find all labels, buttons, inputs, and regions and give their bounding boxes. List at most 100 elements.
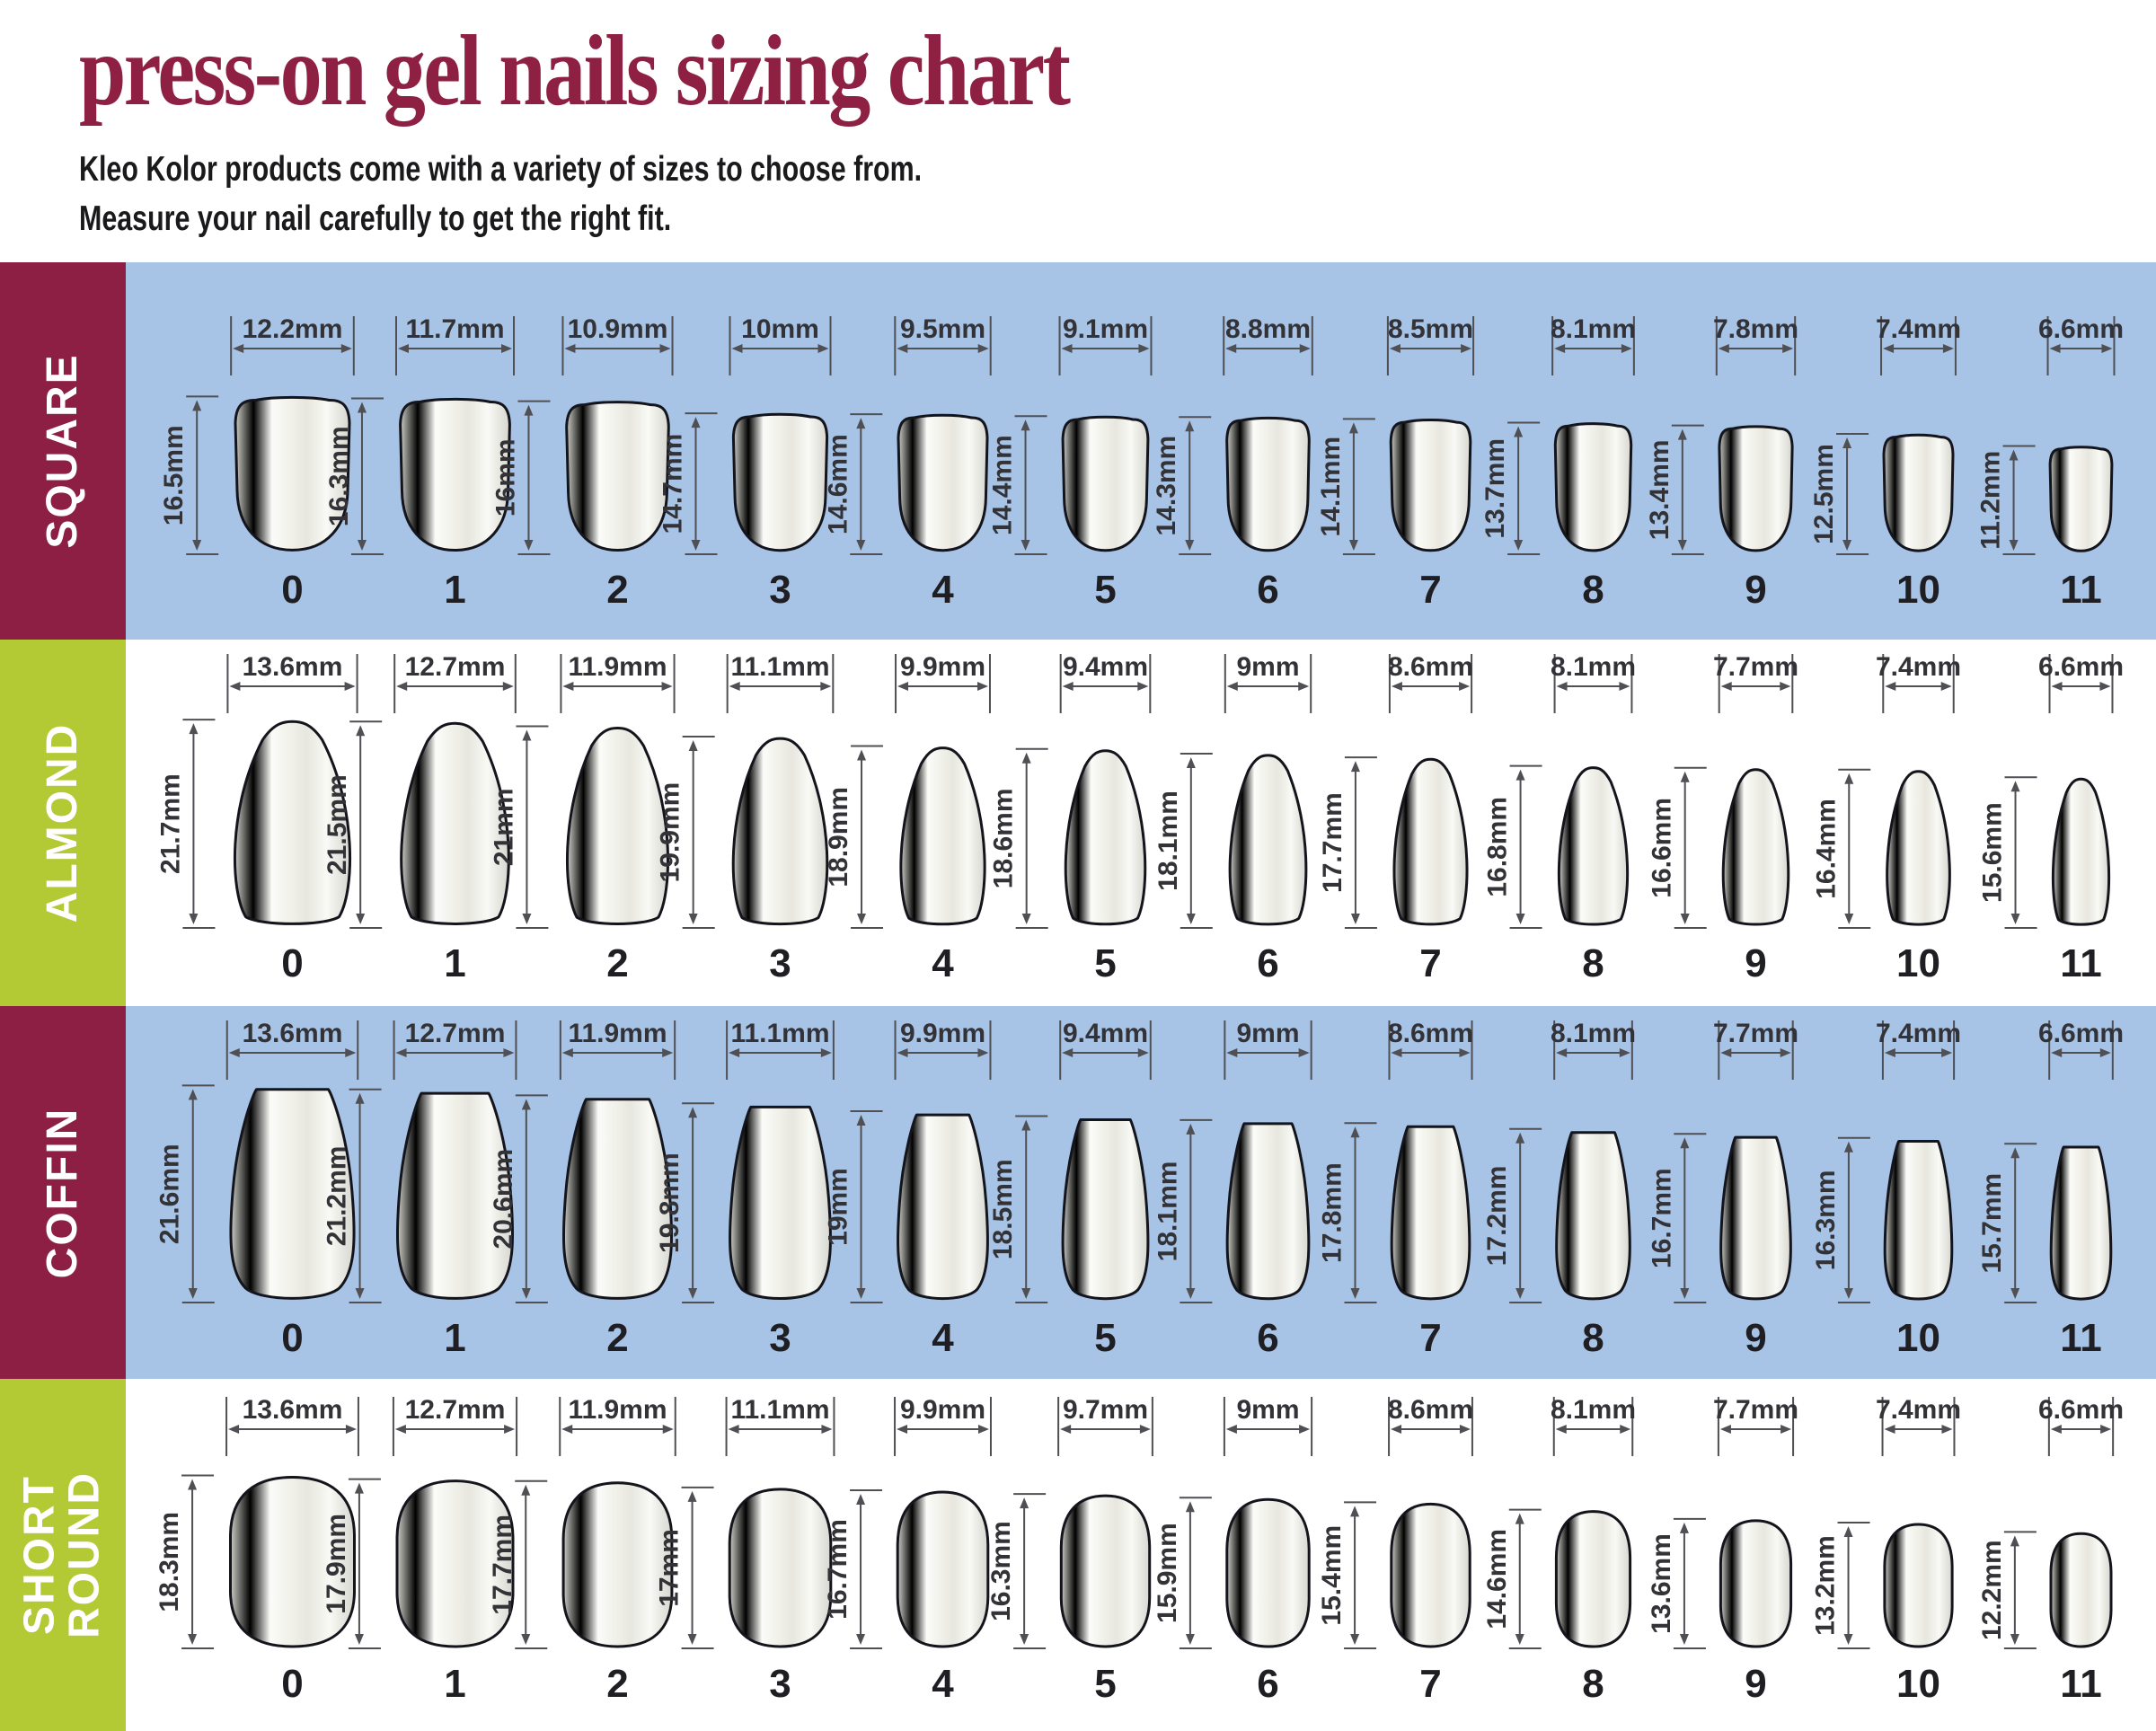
- width-label: 10mm: [741, 314, 819, 344]
- nail-diagram: 12.2mm 16.5mm: [159, 314, 355, 555]
- width-dimension: 13.6mm: [225, 1395, 359, 1456]
- width-label: 8.1mm: [1551, 652, 1636, 682]
- height-label: 14.7mm: [658, 434, 688, 534]
- height-label: 18.3mm: [155, 1512, 184, 1612]
- nail-shape-square: [565, 401, 670, 552]
- nail-diagram: 12.7mm 21.2mm: [323, 1019, 517, 1303]
- height-dimension: 21.6mm: [155, 1084, 215, 1303]
- nail-diagram: 8.5mm 14.1mm: [1316, 314, 1475, 555]
- height-label: 16.3mm: [986, 1521, 1016, 1621]
- width-dimension: 7.4mm: [1876, 314, 1961, 375]
- nail-shape-square: [234, 395, 351, 552]
- width-label: 7.8mm: [1713, 314, 1798, 344]
- size-number: 5: [1094, 941, 1117, 985]
- nail-shape-coffin: [229, 1088, 356, 1300]
- size-number: 4: [932, 568, 954, 612]
- height-dimension: 14.7mm: [658, 412, 718, 555]
- nail-cell-almond-size-0: 13.6mm 21.7mm 0: [155, 640, 374, 984]
- width-label: 6.6mm: [2038, 1395, 2124, 1425]
- width-label: 10.9mm: [568, 314, 668, 344]
- height-dimension: 21.5mm: [323, 720, 383, 929]
- width-dimension: 9.9mm: [894, 1019, 992, 1080]
- nail-cell-square-size-6: 8.8mm 14.3mm 6: [1152, 262, 1349, 610]
- width-label: 6.6mm: [2038, 314, 2124, 344]
- nail-diagram: 8.1mm 13.7mm: [1480, 314, 1636, 555]
- height-label: 14.6mm: [1482, 1529, 1512, 1629]
- width-label: 13.6mm: [243, 1395, 343, 1425]
- size-number: 3: [769, 1662, 791, 1706]
- width-dimension: 8.6mm: [1388, 1019, 1473, 1080]
- height-label: 18.9mm: [824, 787, 853, 888]
- nail-shape-short-round: [896, 1490, 990, 1648]
- height-dimension: 15.7mm: [1977, 1143, 2037, 1303]
- size-number: 4: [932, 941, 954, 985]
- nail-diagram: 7.7mm 13.6mm: [1647, 1395, 1798, 1649]
- height-dimension: 19.9mm: [656, 736, 715, 929]
- nail-diagram: 8.1mm 17.2mm: [1482, 1019, 1636, 1303]
- nail-diagram: 11.1mm 17mm: [655, 1395, 835, 1649]
- row-label-square: SQUARE: [38, 353, 86, 549]
- width-label: 11.9mm: [568, 1019, 667, 1048]
- nail-diagram: 11.9mm 21mm: [489, 652, 676, 929]
- size-number: 4: [932, 1316, 954, 1360]
- height-label: 19mm: [824, 1168, 853, 1246]
- nail-diagram: 8.8mm 14.3mm: [1152, 314, 1313, 555]
- width-dimension: 11.1mm: [726, 652, 835, 713]
- width-label: 12.7mm: [405, 1395, 506, 1425]
- height-dimension: 21.7mm: [155, 719, 216, 929]
- height-dimension: 16.7mm: [823, 1488, 883, 1649]
- nail-cell-almond-size-4: 9.9mm 18.9mm 4: [824, 640, 1024, 985]
- size-number: 3: [769, 1316, 791, 1360]
- nail-cell-square-size-1: 11.7mm 16.3mm 1: [324, 262, 536, 610]
- height-label: 17.7mm: [1318, 792, 1348, 893]
- nail-cell-square-size-9: 7.8mm 13.4mm 9: [1645, 262, 1837, 612]
- width-dimension: 7.4mm: [1876, 1395, 1961, 1456]
- height-dimension: 16mm: [490, 400, 551, 555]
- height-dimension: 14.6mm: [1482, 1508, 1542, 1649]
- nail-cell-coffin-size-5: 9.4mm 18.5mm 5: [988, 1006, 1187, 1358]
- nail-diagram: 9.7mm 16.3mm: [986, 1395, 1153, 1649]
- nail-diagram: 8.1mm 14.6mm: [1482, 1395, 1636, 1649]
- width-dimension: 7.4mm: [1876, 1019, 1961, 1080]
- height-label: 14.3mm: [1152, 436, 1181, 536]
- height-dimension: 13.6mm: [1647, 1517, 1706, 1649]
- width-dimension: 11.9mm: [560, 652, 676, 713]
- width-dimension: 9.9mm: [895, 652, 991, 713]
- width-label: 9.9mm: [900, 652, 985, 682]
- width-dimension: 13.6mm: [225, 1019, 359, 1080]
- height-dimension: 12.2mm: [1977, 1531, 2037, 1649]
- width-dimension: 10mm: [729, 314, 832, 375]
- nail-cell-short-round-size-5: 9.7mm 16.3mm 5: [986, 1379, 1187, 1704]
- nail-diagram: 8.6mm 17.7mm: [1318, 652, 1473, 929]
- nail-shape-coffin: [1555, 1131, 1631, 1301]
- nail-cell-square-size-10: 7.4mm 12.5mm 10: [1809, 262, 2000, 610]
- nail-shape-almond: [400, 721, 510, 925]
- size-number: 1: [444, 1662, 466, 1706]
- nail-cell-almond-size-11: 6.6mm 15.6mm 11: [1978, 640, 2156, 984]
- width-label: 13.6mm: [243, 1019, 343, 1048]
- nail-diagram: 7.8mm 13.4mm: [1645, 314, 1798, 555]
- nail-cell-square-size-3: 10mm 14.7mm 3: [658, 262, 862, 610]
- size-number: 7: [1419, 1316, 1442, 1360]
- height-label: 16.3mm: [324, 426, 354, 526]
- width-dimension: 7.8mm: [1713, 314, 1798, 375]
- size-number: 6: [1257, 1316, 1279, 1360]
- width-label: 12.7mm: [405, 652, 506, 682]
- size-number: 8: [1582, 568, 1604, 612]
- nail-cell-short-round-size-9: 7.7mm 13.6mm 9: [1647, 1379, 1837, 1704]
- width-label: 8.8mm: [1225, 314, 1311, 344]
- size-number: 9: [1745, 568, 1767, 612]
- size-number: 10: [1896, 1316, 1940, 1360]
- height-label: 14.1mm: [1316, 437, 1346, 537]
- width-label: 6.6mm: [2038, 652, 2124, 682]
- width-dimension: 8.5mm: [1386, 314, 1475, 375]
- width-label: 9.9mm: [900, 1395, 985, 1425]
- size-number: 4: [932, 1662, 954, 1706]
- size-number: 3: [769, 941, 791, 985]
- width-label: 8.6mm: [1388, 1395, 1473, 1425]
- nail-shape-short-round: [1225, 1497, 1311, 1648]
- nail-shape-almond: [1064, 749, 1147, 926]
- height-dimension: 13.4mm: [1645, 424, 1704, 555]
- nail-cell-almond-size-3: 11.1mm 19.9mm 3: [656, 640, 862, 985]
- height-label: 13.2mm: [1811, 1535, 1841, 1636]
